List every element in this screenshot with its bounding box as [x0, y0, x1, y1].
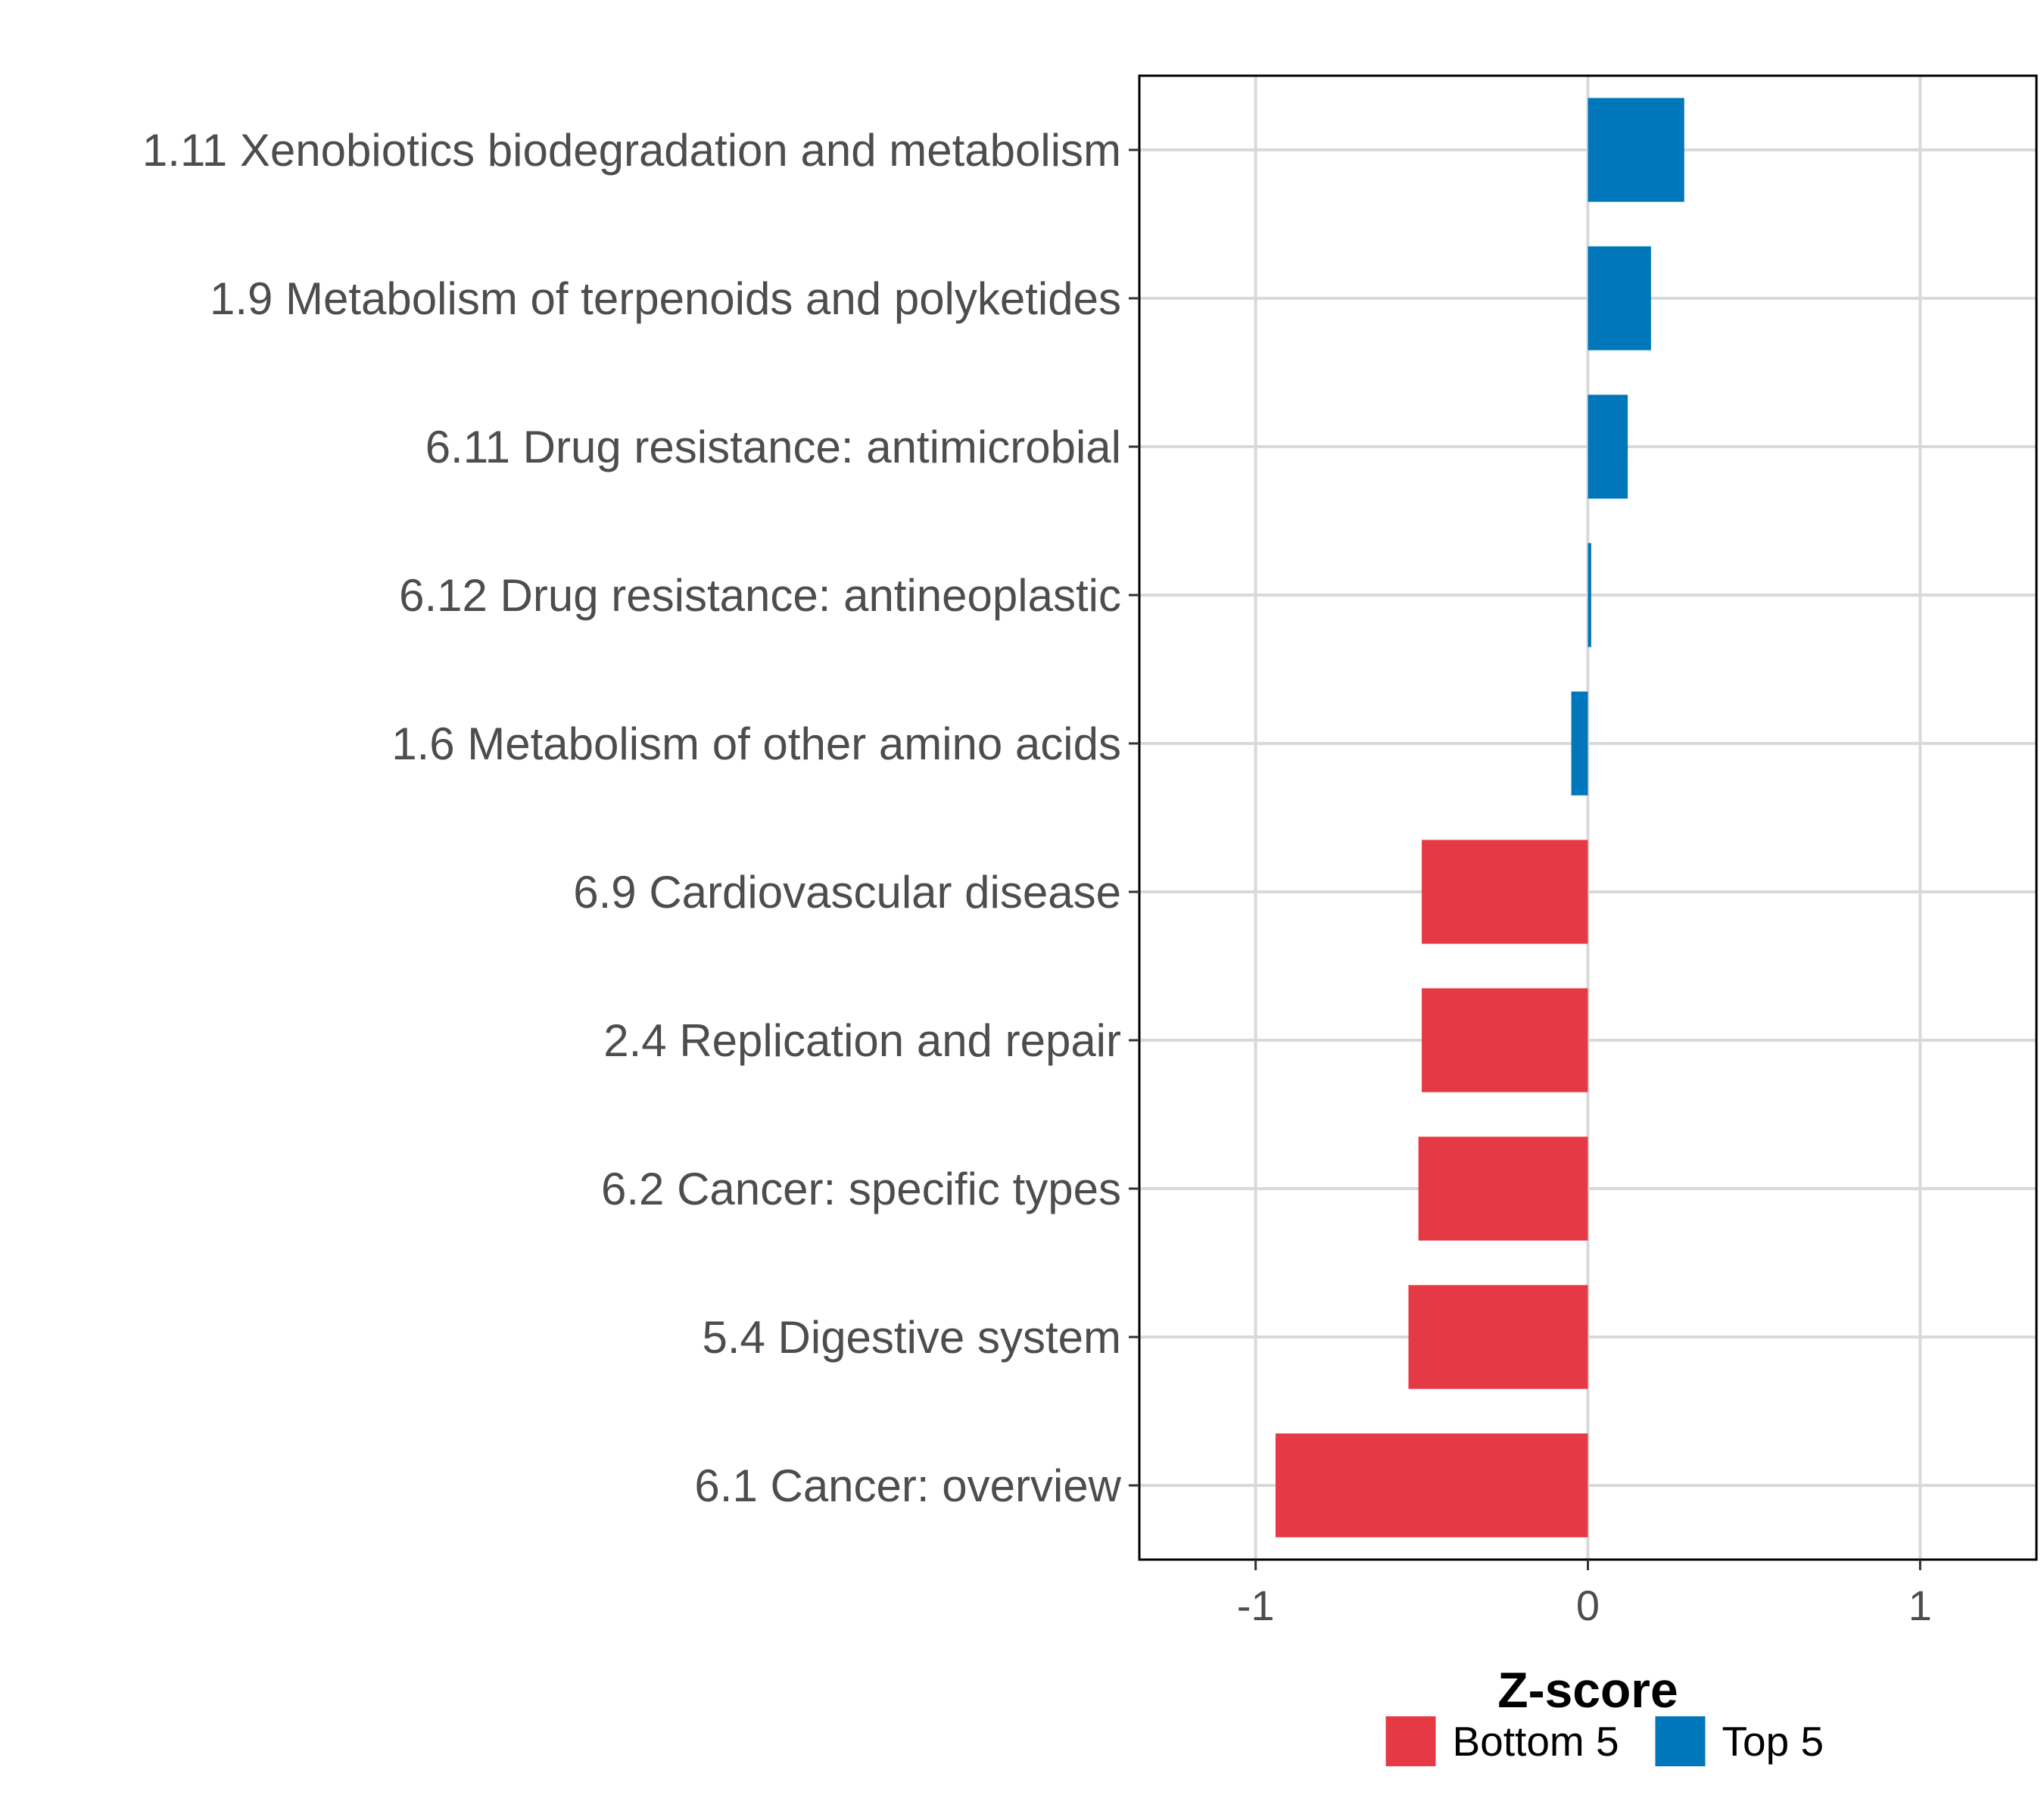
x-axis-ticks: [1254, 1560, 1921, 1570]
legend-label: Top 5: [1722, 1718, 1824, 1765]
y-tick-label: 1.11 Xenobiotics biodegradation and meta…: [142, 125, 1121, 176]
y-tick-label: 1.6 Metabolism of other amino acids: [391, 718, 1121, 769]
x-tick-label: 1: [1908, 1582, 1932, 1629]
y-tick-label: 1.9 Metabolism of terpenoids and polyket…: [210, 273, 1121, 324]
legend-label: Bottom 5: [1453, 1718, 1619, 1765]
y-axis-labels: 1.11 Xenobiotics biodegradation and meta…: [142, 125, 1122, 1511]
y-tick-label: 6.9 Cardiovascular disease: [573, 867, 1121, 918]
y-tick-label: 5.4 Digestive system: [702, 1312, 1121, 1363]
bar-1-6-metabolism-of-other-amino-acids: [1571, 691, 1588, 796]
legend-item-bottom-5: Bottom 5: [1385, 1716, 1619, 1766]
x-tick-label: 0: [1576, 1582, 1600, 1629]
legend-item-top-5: Top 5: [1655, 1716, 1824, 1766]
y-tick-label: 2.4 Replication and repair: [603, 1015, 1121, 1066]
legend-swatch: [1655, 1716, 1706, 1766]
y-tick-label: 6.11 Drug resistance: antimicrobial: [425, 422, 1121, 472]
y-tick-label: 6.12 Drug resistance: antineoplastic: [399, 570, 1121, 621]
bar-6-1-cancer-overview: [1275, 1433, 1588, 1538]
y-tick-label: 6.1 Cancer: overview: [694, 1460, 1121, 1511]
x-axis-labels: -1 0 1: [1237, 1582, 1932, 1629]
legend-swatch: [1385, 1716, 1436, 1766]
bar-6-12-drug-resistance-antineoplastic: [1588, 543, 1591, 647]
bar-6-9-cardiovascular-disease: [1422, 840, 1588, 944]
bar-1-9-metabolism-of-terpenoids-and-polyketides: [1588, 246, 1651, 351]
x-tick-label: -1: [1237, 1582, 1275, 1629]
bar-6-2-cancer-specific-types: [1418, 1136, 1588, 1241]
y-tick-label: 6.2 Cancer: specific types: [601, 1164, 1121, 1214]
bars: [1275, 98, 1684, 1538]
bar-1-11-xenobiotics-biodegradation-and-metabolism: [1588, 98, 1684, 202]
bar-6-11-drug-resistance-antimicrobial: [1588, 394, 1628, 499]
bar-2-4-replication-and-repair: [1422, 988, 1588, 1092]
y-axis-ticks: [1129, 148, 1139, 1487]
legend: Bottom 5 Top 5: [1385, 1716, 1824, 1766]
x-axis-title: Z-score: [1497, 1662, 1678, 1718]
bar-5-4-digestive-system: [1408, 1285, 1588, 1389]
